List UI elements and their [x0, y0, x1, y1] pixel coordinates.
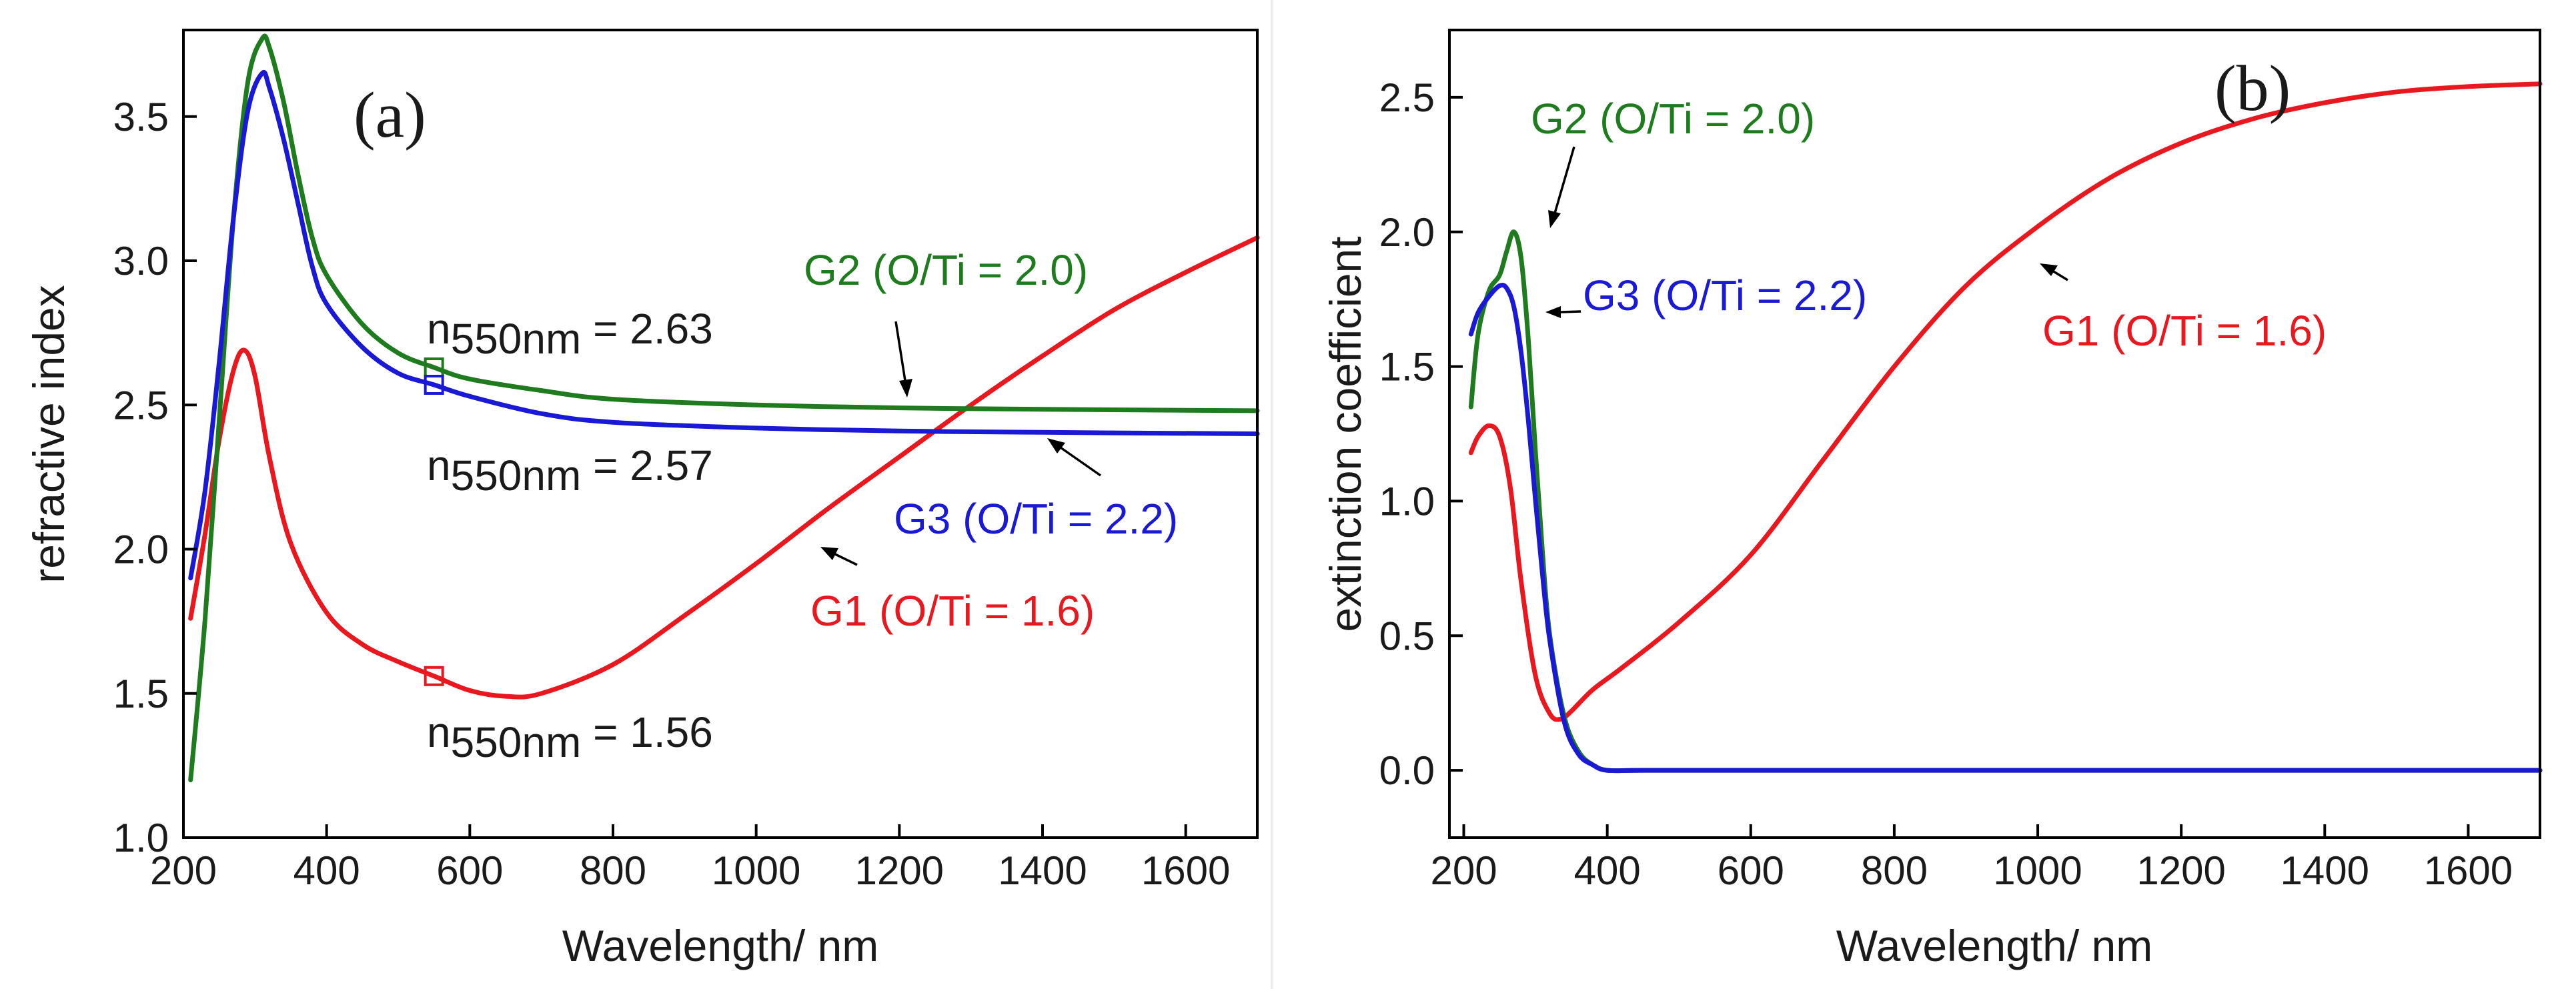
- panel-a-refractive-index: 200 400 600 800 1000 1200 1400 1600 1.0 1.5 2.0 2.…: [24, 29, 1260, 970]
- panel-a-y-tick-label: 3.5: [113, 95, 169, 139]
- panel-a-x-tick-label: 400: [293, 848, 360, 893]
- n-value: = 2.63: [581, 305, 713, 353]
- panel-a-g3-arrow: [1057, 445, 1102, 477]
- panel-b-series-g3: [1468, 282, 2543, 774]
- panel-a-y-axis-title: refractive index: [24, 285, 73, 584]
- panel-b-g3-arrowhead: [1545, 306, 1561, 318]
- panel-b-y-tick-label: 2.5: [1379, 75, 1435, 120]
- panel-b-x-ticks: 200 400 600 800 1000 1200 1400 1600: [1430, 824, 2513, 893]
- n-value: = 2.57: [581, 441, 713, 489]
- panel-a-g2-label: G2 (O/Ti = 2.0): [804, 246, 1088, 294]
- panel-a-x-tick-label: 1000: [712, 848, 800, 893]
- panel-a-g3-label: G3 (O/Ti = 2.2): [894, 495, 1178, 543]
- panel-b-y-tick-label: 1.5: [1379, 345, 1435, 389]
- panel-a-n-annotation-g3: n550nm = 2.57: [427, 441, 713, 500]
- n-symbol: n: [427, 708, 451, 756]
- panel-b-label: (b): [2214, 53, 2291, 125]
- panel-a-g1-arrowhead: [820, 547, 838, 560]
- panel-a-marker-g3: [424, 374, 444, 395]
- n-subscript: 550nm: [451, 718, 582, 766]
- panel-b-y-tick-label: 0.5: [1379, 614, 1435, 658]
- n-subscript: 550nm: [451, 451, 582, 500]
- panel-a-y-tick-label: 2.5: [113, 383, 169, 427]
- panel-a-series: [188, 33, 1260, 782]
- panel-b-y-tick-label: 1.0: [1379, 479, 1435, 524]
- panel-a-series-g1: [188, 235, 1260, 700]
- panel-b-g2-label: G2 (O/Ti = 2.0): [1531, 95, 1815, 143]
- panel-b-series-g1: [1468, 81, 2543, 722]
- n-value: = 1.56: [581, 708, 713, 756]
- panel-b-y-tick-label: 0.0: [1379, 748, 1435, 793]
- panel-a-series-g2: [188, 33, 1260, 782]
- panel-b-x-tick-label: 400: [1574, 848, 1641, 893]
- panel-b-g1-arrowhead: [2040, 263, 2058, 276]
- panel-a-series-g3: [188, 69, 1260, 581]
- panel-a-x-tick-label: 200: [150, 848, 217, 893]
- panel-a-n-annotation-g2: n550nm = 2.63: [427, 305, 713, 363]
- panel-a-g3-arrowhead: [1047, 438, 1065, 453]
- panel-a-n-annotation-g1: n550nm = 1.56: [427, 708, 713, 766]
- panel-b-y-axis-title: extinction coefficient: [1321, 236, 1370, 632]
- panel-b-g2-arrowhead: [1548, 210, 1561, 228]
- panel-a-x-tick-label: 1200: [855, 848, 944, 893]
- panel-divider: [1271, 0, 1273, 989]
- panel-a-y-tick-label: 2.0: [113, 528, 169, 572]
- panel-a-x-tick-label: 1400: [998, 848, 1087, 893]
- panel-a-x-ticks: 200 400 600 800 1000 1200 1400 1600: [150, 824, 1230, 893]
- n-subscript: 550nm: [451, 315, 582, 363]
- panel-a-markers: [424, 357, 444, 686]
- panel-a-x-axis-title: Wavelength/ nm: [562, 921, 878, 970]
- panel-b-x-tick-label: 1200: [2136, 848, 2225, 893]
- panel-b-x-tick-label: 1400: [2281, 848, 2369, 893]
- panel-b-series: [1468, 81, 2543, 774]
- panel-b-x-tick-label: 600: [1718, 848, 1784, 893]
- panel-a-y-tick-label: 1.5: [113, 672, 169, 716]
- panel-b-x-tick-label: 200: [1430, 848, 1497, 893]
- n-symbol: n: [427, 441, 451, 489]
- panel-a-g2-arrow: [894, 321, 907, 385]
- panel-a-y-ticks: 1.0 1.5 2.0 2.5 3.0 3.5: [113, 95, 197, 860]
- panel-b-y-tick-label: 2.0: [1379, 210, 1435, 255]
- n-symbol: n: [427, 305, 451, 353]
- panel-b-y-ticks: 0.0 0.5 1.0 1.5 2.0 2.5: [1379, 75, 1463, 793]
- panel-a-y-tick-label: 1.0: [113, 816, 169, 860]
- panel-a-x-tick-label: 800: [580, 848, 646, 893]
- panel-a-g1-arrow: [832, 552, 858, 566]
- panel-a-label: (a): [354, 79, 426, 151]
- panel-b-extinction-coefficient: 200 400 600 800 1000 1200 1400 1600 0.0 0.5 1.0 1.…: [1321, 29, 2543, 970]
- panel-a-x-tick-label: 600: [436, 848, 503, 893]
- panel-a-g2-arrowhead: [899, 379, 912, 397]
- panel-b-g3-arrow: [1560, 310, 1581, 313]
- panel-a-plot-frame: [182, 29, 1259, 839]
- panel-b-x-tick-label: 1600: [2424, 848, 2513, 893]
- panel-b-x-tick-label: 1000: [1993, 848, 2082, 893]
- panel-a-y-tick-label: 3.0: [113, 239, 169, 283]
- panel-b-x-tick-label: 800: [1861, 848, 1928, 893]
- panel-a-g1-label: G1 (O/Ti = 1.6): [810, 587, 1095, 635]
- panel-b-g2-arrow: [1553, 146, 1575, 216]
- panel-b-g3-label: G3 (O/Ti = 2.2): [1583, 271, 1867, 319]
- panel-a-x-tick-label: 1600: [1141, 848, 1230, 893]
- panel-b-plot-frame: [1448, 29, 2541, 839]
- panel-b-x-axis-title: Wavelength/ nm: [1836, 921, 2152, 970]
- panel-b-g1-label: G1 (O/Ti = 1.6): [2042, 307, 2327, 355]
- panel-a-marker-g1: [424, 666, 444, 686]
- panel-b-g1-arrow: [2052, 269, 2068, 281]
